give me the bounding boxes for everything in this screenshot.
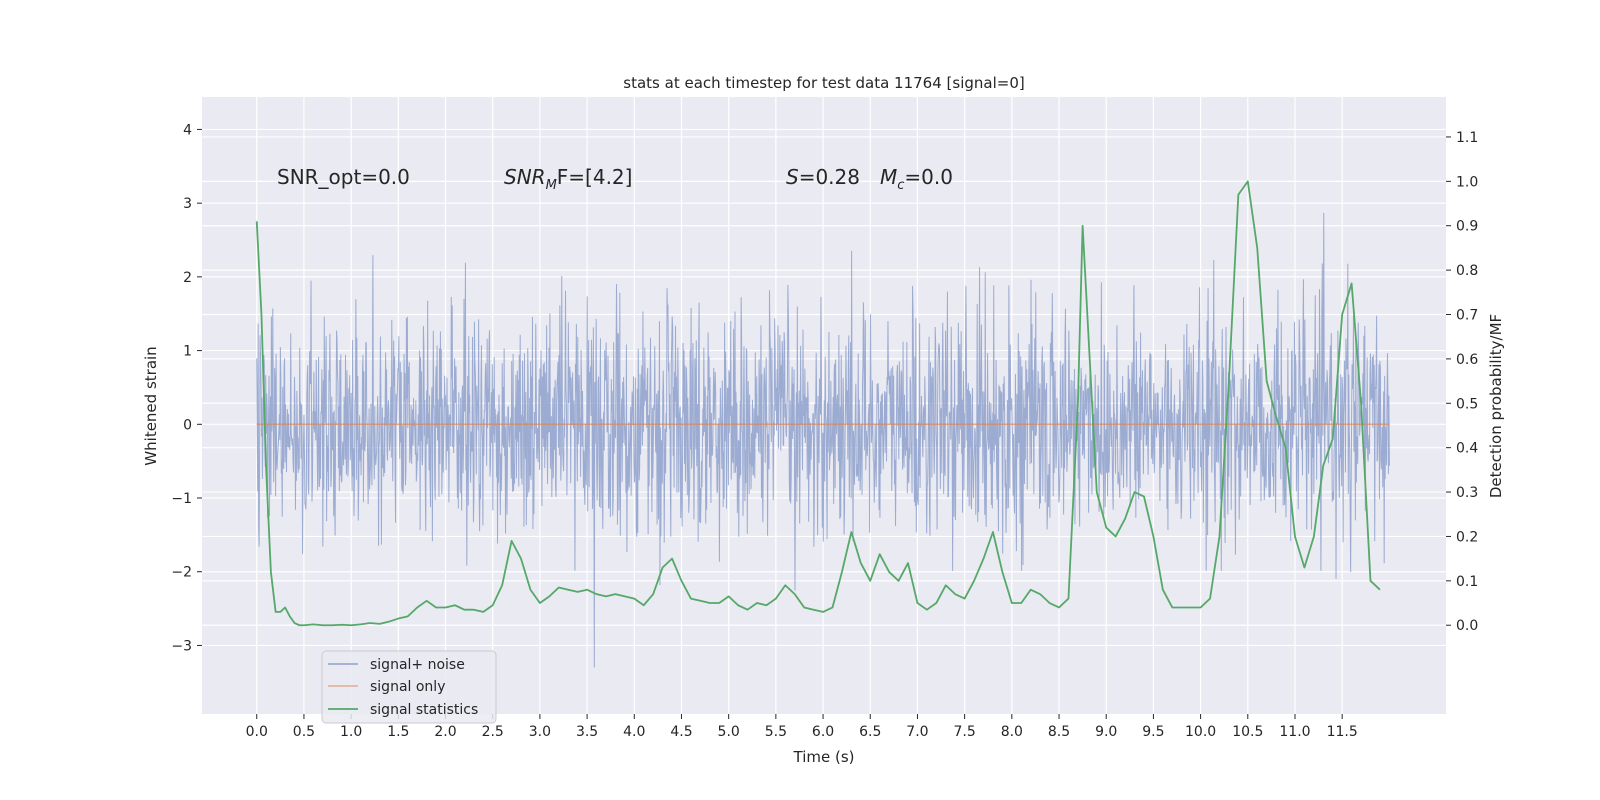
annotation-mc-val: =0.0: [904, 165, 953, 189]
right-y-tick-label-9: 0.9: [1456, 219, 1478, 235]
signal-noise-line: [256, 212, 1390, 668]
right-y-tick-label-8: 0.8: [1456, 263, 1478, 279]
annotation-snr-mf-tail: F=[4.2]: [557, 165, 633, 189]
x-tick-label-13: 6.5: [859, 724, 881, 740]
x-tick-label-5: 2.5: [482, 724, 504, 740]
left-y-tick-label-4: 1: [183, 344, 192, 360]
left-y-axis-ticks: −3 −2 −1 0 1 2 3 4: [171, 122, 202, 654]
legend-box: [321, 650, 497, 724]
x-tick-label-15: 7.5: [954, 724, 976, 740]
annotation-mc-sym: M: [880, 165, 897, 189]
left-y-tick-label-5: 2: [183, 270, 192, 286]
legend: signal+ noise signal only signal statist…: [321, 650, 497, 724]
series-signal-noise: [256, 212, 1390, 668]
x-tick-label-6: 3.0: [529, 724, 551, 740]
right-y-tick-label-3: 0.3: [1456, 485, 1478, 501]
right-y-tick-label-6: 0.6: [1456, 352, 1478, 368]
x-axis-ticks: 0.0 0.5 1.0 1.5 2.0 2.5 3.0 3.5 4.0 4.5 5.0 5.5 6.0 6…: [246, 714, 1358, 740]
left-y-tick-label-0: −3: [171, 638, 192, 654]
x-tick-label-0: 0.0: [246, 724, 268, 740]
x-tick-label-11: 5.5: [765, 724, 787, 740]
right-y-tick-label-0: 0.0: [1456, 618, 1478, 634]
legend-label-signal-only: signal only: [370, 679, 445, 695]
signal-statistics-line: [255, 180, 1381, 627]
right-y-axis-ticks: 0.0 0.1 0.2 0.3 0.4 0.5 0.6 0.7 0.8 0.9 1.0 1.1: [1446, 130, 1478, 634]
x-tick-label-21: 10.5: [1232, 724, 1263, 740]
left-y-tick-label-6: 3: [183, 196, 192, 212]
left-y-tick-label-2: −1: [171, 491, 192, 507]
x-tick-label-3: 1.5: [387, 724, 409, 740]
left-y-tick-label-3: 0: [183, 417, 192, 433]
x-tick-label-19: 9.5: [1142, 724, 1164, 740]
legend-label-signal-statistics: signal statistics: [370, 702, 478, 718]
annotation-mc: Mc=0.0: [880, 165, 953, 193]
right-y-tick-label-10: 1.0: [1456, 174, 1478, 190]
series-signal-statistics: [255, 180, 1381, 627]
right-y-tick-label-2: 0.2: [1456, 529, 1478, 545]
annotation-s-val: =0.28: [799, 165, 860, 189]
annotation-snr-mf-main: SNR: [504, 165, 546, 189]
x-tick-label-4: 2.0: [434, 724, 456, 740]
x-tick-label-2: 1.0: [340, 724, 362, 740]
x-tick-label-1: 0.5: [293, 724, 315, 740]
right-y-tick-label-1: 0.1: [1456, 574, 1478, 590]
annotation-snr-mf: SNRMF=[4.2]: [504, 165, 632, 193]
left-y-tick-label-1: −2: [171, 565, 192, 581]
x-tick-label-14: 7.0: [906, 724, 928, 740]
x-tick-label-17: 8.5: [1048, 724, 1070, 740]
right-y-axis-title: Detection probability/MF: [1487, 314, 1505, 498]
annotation-snr-mf-sub: M: [546, 178, 557, 193]
legend-label-signal-noise: signal+ noise: [370, 657, 465, 673]
right-y-gridlines: [202, 136, 1446, 626]
x-tick-label-23: 11.5: [1327, 724, 1358, 740]
x-tick-label-8: 4.0: [623, 724, 645, 740]
right-y-tick-label-5: 0.5: [1456, 396, 1478, 412]
chart-title: stats at each timestep for test data 117…: [623, 74, 1024, 92]
x-tick-label-20: 10.0: [1185, 724, 1216, 740]
x-tick-label-9: 4.5: [670, 724, 692, 740]
right-y-tick-label-4: 0.4: [1456, 441, 1478, 457]
annotation-s-sym: S: [786, 165, 799, 189]
x-tick-label-16: 8.0: [1001, 724, 1023, 740]
annotation-s: S=0.28: [786, 165, 860, 189]
x-tick-label-18: 9.0: [1095, 724, 1117, 740]
annotation-mc-sub: c: [897, 178, 904, 193]
x-tick-label-12: 6.0: [812, 724, 834, 740]
annotation-snr-opt: SNR_opt=0.0: [277, 165, 410, 189]
right-y-tick-label-11: 1.1: [1456, 130, 1478, 146]
left-y-axis-title: Whitened strain: [142, 346, 160, 465]
x-tick-label-7: 3.5: [576, 724, 598, 740]
right-y-tick-label-7: 0.7: [1456, 308, 1478, 324]
left-y-tick-label-7: 4: [183, 122, 192, 138]
x-tick-label-10: 5.0: [718, 724, 740, 740]
x-tick-label-22: 11.0: [1279, 724, 1310, 740]
x-axis-title: Time (s): [793, 748, 855, 766]
